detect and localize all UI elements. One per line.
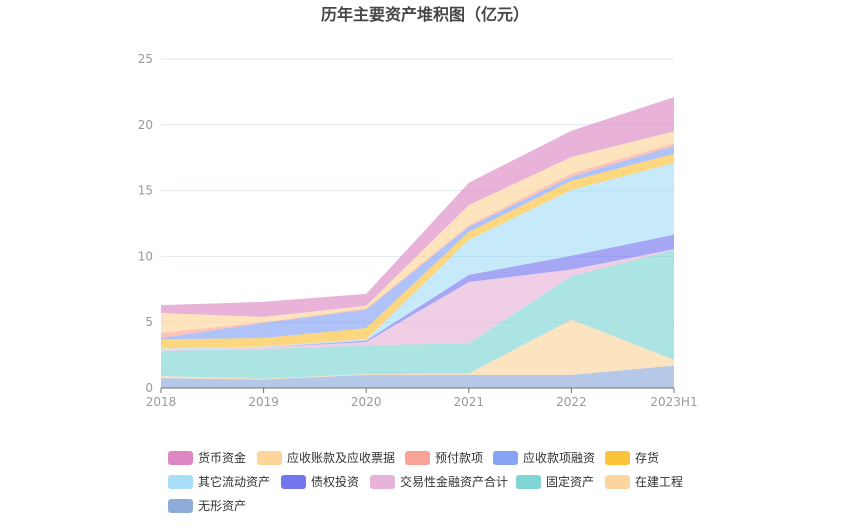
legend-item[interactable]: 交易性金融资产合计 xyxy=(370,474,508,489)
legend-label: 预付款项 xyxy=(435,451,483,465)
legend-item[interactable]: 应收账款及应收票据 xyxy=(257,450,395,465)
legend-label: 货币资金 xyxy=(198,450,246,465)
area-series-7 xyxy=(161,145,674,340)
legend-item[interactable]: 在建工程 xyxy=(605,474,683,489)
legend-swatch xyxy=(516,475,541,489)
area-series-4 xyxy=(161,234,674,351)
legend-swatch xyxy=(493,451,518,465)
y-tick-label: 5 xyxy=(145,315,153,329)
legend-item[interactable]: 应收款项融资 xyxy=(493,450,595,465)
x-tick-label: 2019 xyxy=(248,395,279,409)
x-tick-label: 2018 xyxy=(146,395,177,409)
legend-swatch xyxy=(605,451,630,465)
area-series-6 xyxy=(161,153,674,349)
legend-label: 其它流动资产 xyxy=(198,474,270,489)
chart-title: 历年主要资产堆积图（亿元） xyxy=(321,5,529,24)
legend-swatch xyxy=(257,451,282,465)
legend-swatch xyxy=(168,451,193,465)
y-tick-label: 15 xyxy=(138,184,153,198)
y-tick-label: 20 xyxy=(138,118,153,132)
legend-item[interactable]: 债权投资 xyxy=(281,474,359,489)
legend-item[interactable]: 存货 xyxy=(605,450,659,465)
y-tick-label: 10 xyxy=(138,249,153,263)
legend-swatch xyxy=(168,499,193,513)
y-tick-label: 25 xyxy=(138,52,153,66)
x-tick-label: 2021 xyxy=(454,395,485,409)
area-series-3 xyxy=(161,249,674,352)
x-tick-label: 2022 xyxy=(556,395,587,409)
legend-item[interactable]: 预付款项 xyxy=(405,451,483,465)
legend-label: 应收款项融资 xyxy=(523,450,595,465)
legend-swatch xyxy=(405,451,430,465)
y-tick-label: 0 xyxy=(145,381,153,395)
area-series-1 xyxy=(161,319,674,380)
legend-label: 应收账款及应收票据 xyxy=(287,450,395,465)
legend-swatch xyxy=(370,475,395,489)
area-series-0 xyxy=(161,365,674,388)
legend-label: 存货 xyxy=(635,450,659,465)
area-series-10 xyxy=(161,97,674,317)
legend-item[interactable]: 无形资产 xyxy=(168,499,246,513)
legend-label: 无形资产 xyxy=(198,499,246,513)
legend-swatch xyxy=(281,475,306,489)
legend-item[interactable]: 固定资产 xyxy=(516,474,594,489)
legend-swatch xyxy=(168,475,193,489)
legend-item[interactable]: 其它流动资产 xyxy=(168,474,270,489)
legend-swatch xyxy=(605,475,630,489)
area-series-9 xyxy=(161,131,674,333)
legend-label: 交易性金融资产合计 xyxy=(400,474,508,489)
x-tick-label: 2023H1 xyxy=(650,395,697,409)
legend-item[interactable]: 货币资金 xyxy=(168,450,246,465)
x-tick-label: 2020 xyxy=(351,395,382,409)
area-series-2 xyxy=(161,249,674,379)
area-series-5 xyxy=(161,162,674,351)
legend-label: 债权投资 xyxy=(311,474,359,489)
legend-label: 在建工程 xyxy=(635,474,683,489)
legend-label: 固定资产 xyxy=(546,474,594,489)
